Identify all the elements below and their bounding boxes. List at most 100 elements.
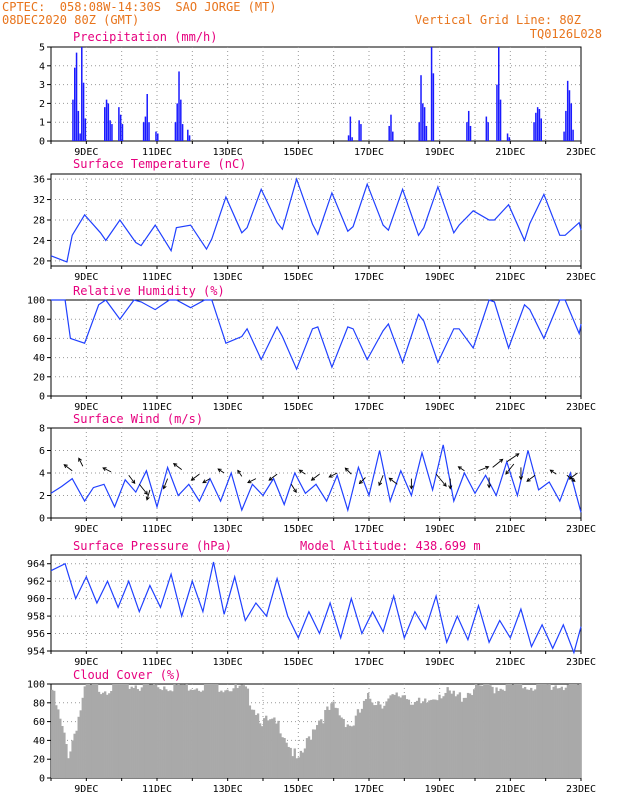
- cloud-cover-bar: [391, 694, 394, 778]
- precip-bar: [422, 103, 424, 141]
- cloud-cover-bar: [228, 691, 231, 778]
- cloud-cover-bar: [271, 718, 274, 778]
- cloud-cover-bar: [472, 689, 476, 778]
- precip-bar: [157, 133, 159, 141]
- cloud-cover-bar: [177, 684, 180, 778]
- y-tick-label: 4: [39, 469, 45, 480]
- y-tick-label: 100: [27, 680, 45, 691]
- cloud-cover-bar: [442, 696, 445, 778]
- x-tick-label: 19DEC: [425, 524, 455, 535]
- x-tick-label: 17DEC: [354, 402, 384, 413]
- cloud-cover-bar: [281, 737, 284, 778]
- cloud-cover-bar: [511, 684, 515, 778]
- x-tick-label: 19DEC: [425, 402, 455, 413]
- header-grid-line: Vertical Grid Line: 80Z: [414, 13, 581, 27]
- cloud-cover-bar: [69, 751, 72, 778]
- precip-bar: [74, 67, 76, 141]
- wind-arrow-head: [247, 479, 252, 484]
- cloud-cover-bar: [309, 739, 313, 778]
- x-tick-label: 17DEC: [354, 272, 384, 283]
- y-tick-label: 0: [39, 392, 45, 403]
- cloud-cover-bar: [224, 690, 227, 778]
- cloud-cover-bar: [336, 708, 339, 778]
- cloud-cover-bar: [193, 689, 197, 778]
- x-tick-label: 21DEC: [495, 657, 525, 668]
- precip-bar: [498, 47, 500, 141]
- wind-arrow-head: [442, 482, 447, 487]
- cloud-cover-bar: [417, 697, 421, 778]
- cloud-cover-bar: [424, 698, 427, 778]
- x-tick-label: 13DEC: [213, 272, 243, 283]
- cloud-cover-bar: [468, 693, 472, 778]
- cloud-cover-bar: [566, 684, 570, 778]
- precip-bar: [142, 122, 145, 141]
- x-tick-label: 13DEC: [213, 402, 243, 413]
- precip-bar: [496, 84, 498, 141]
- precip-bar: [155, 131, 157, 141]
- x-tick-label: 15DEC: [283, 402, 313, 413]
- cloud-cover-bar: [507, 684, 510, 778]
- precip-bar: [181, 124, 184, 141]
- wind-arrow-head: [448, 485, 453, 490]
- precip-bar: [487, 122, 489, 141]
- y-tick-label: 8: [39, 424, 45, 435]
- cloud-cover-bar: [248, 705, 252, 778]
- precip-bar: [360, 124, 362, 141]
- wind-arrow-head: [298, 469, 303, 474]
- wind-arrow: [63, 464, 73, 472]
- x-tick-label: 19DEC: [425, 272, 455, 283]
- cloud-cover-bar: [203, 684, 207, 778]
- y-tick-label: 2: [39, 99, 45, 110]
- cloud-cover-bar: [448, 690, 451, 778]
- precip-bar: [425, 125, 428, 141]
- wind-arrow-head: [217, 468, 222, 473]
- cloud-cover-bar: [505, 684, 508, 778]
- wind-arrow: [505, 463, 515, 475]
- cloud-cover-bar: [426, 702, 429, 778]
- cloud-cover-bar: [173, 684, 176, 778]
- panel-title: Surface Pressure (hPa): [73, 539, 232, 553]
- cloud-cover-bar: [79, 710, 82, 778]
- panel-title: Precipitation (mm/h): [73, 30, 218, 44]
- series-line: [50, 561, 582, 655]
- y-tick-label: 0: [39, 137, 45, 148]
- x-tick-label: 23DEC: [566, 272, 596, 283]
- precip-bar: [565, 110, 567, 141]
- cloud-cover-bar: [265, 715, 268, 778]
- x-tick-label: 21DEC: [495, 524, 525, 535]
- cloud-cover-bar: [479, 685, 482, 778]
- x-tick-label: 9DEC: [74, 524, 98, 535]
- x-tick-label: 23DEC: [566, 524, 596, 535]
- cloud-cover-bar: [59, 718, 62, 778]
- y-tick-label: 40: [33, 736, 45, 747]
- x-tick-label: 17DEC: [354, 524, 384, 535]
- wind-arrow: [78, 458, 84, 467]
- cloud-cover-bar: [544, 684, 547, 778]
- cloud-cover-bar: [458, 692, 462, 778]
- cloud-cover-bar: [171, 691, 174, 778]
- wind-arrow: [345, 467, 352, 475]
- cloud-cover-bar: [89, 684, 93, 778]
- cloud-cover-bar: [338, 715, 341, 778]
- cloud-cover-bar: [114, 684, 117, 778]
- precip-bar: [77, 110, 80, 141]
- precip-bar: [75, 52, 78, 141]
- x-tick-label: 9DEC: [74, 657, 98, 668]
- cloud-cover-bar: [95, 684, 99, 778]
- precip-bar: [105, 99, 108, 141]
- panel-title: Surface Wind (m/s): [73, 412, 203, 426]
- x-tick-label: 15DEC: [283, 657, 313, 668]
- cloud-cover-bar: [326, 706, 329, 778]
- y-tick-label: 20: [33, 256, 45, 267]
- cloud-cover-bar: [148, 684, 152, 778]
- cloud-cover-bar: [83, 686, 86, 778]
- cloud-cover-bar: [375, 705, 378, 778]
- precip-bar: [432, 73, 435, 141]
- cloud-cover-bar: [134, 685, 137, 778]
- cloud-cover-bar: [175, 684, 178, 778]
- cloud-cover-bar: [124, 684, 127, 778]
- cloud-cover-bar: [234, 684, 237, 778]
- cloud-cover-bar: [53, 690, 56, 778]
- cloud-cover-bar: [260, 726, 264, 778]
- cloud-cover-bar: [572, 684, 576, 778]
